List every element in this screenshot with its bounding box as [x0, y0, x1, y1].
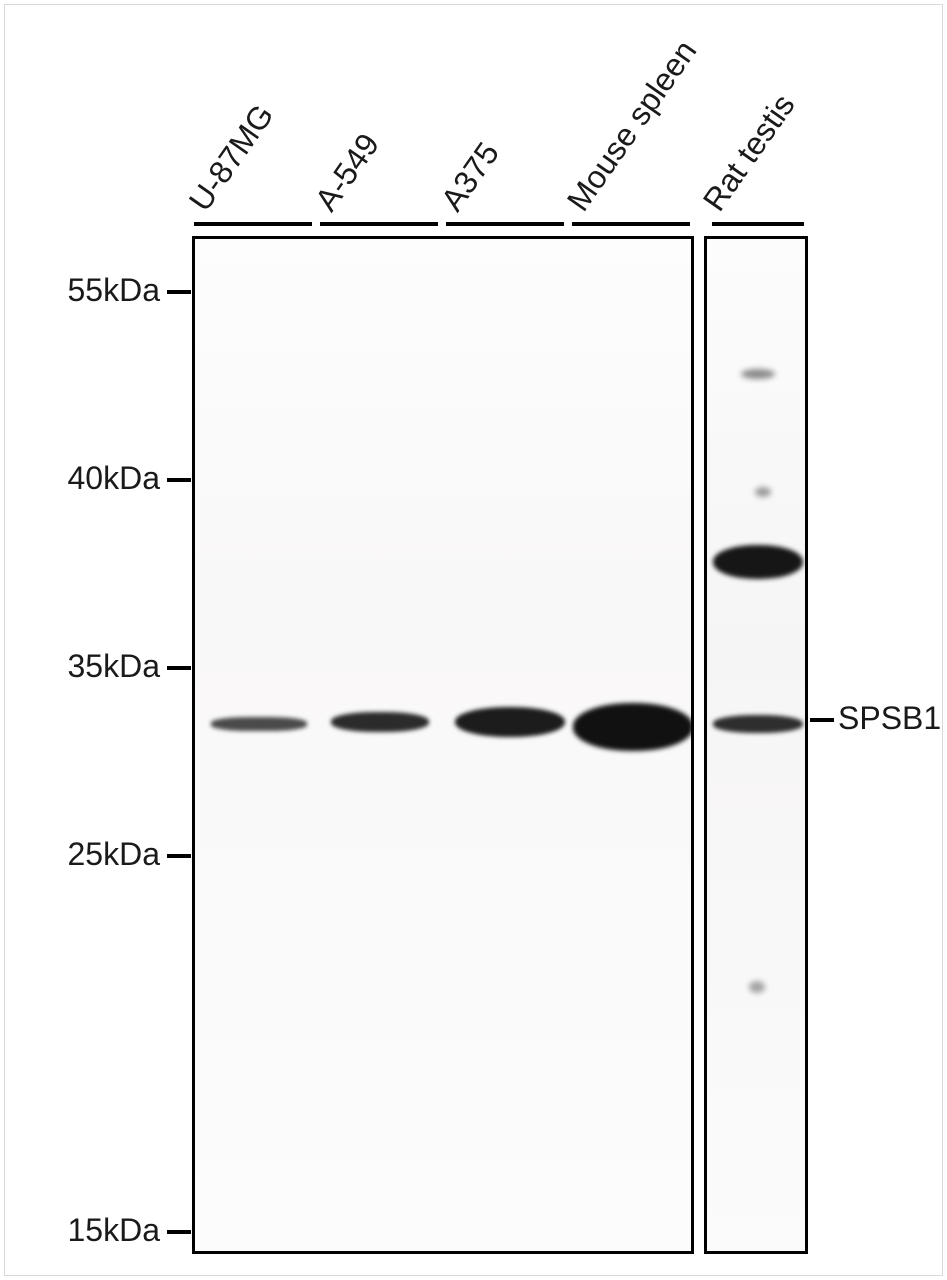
band-lane4-3 [573, 703, 693, 751]
mw-tick-35kDa [167, 666, 191, 670]
western-blot-figure: U-87MGA-549A375Mouse spleenRat testis 55… [0, 0, 947, 1280]
target-tick [810, 718, 834, 722]
band-lane3-2 [455, 707, 565, 737]
band-lane1-0 [211, 717, 307, 731]
band-lane5-7 [755, 487, 771, 497]
mw-label-25kDa: 25kDa [68, 836, 161, 873]
mw-tick-25kDa [167, 854, 191, 858]
lane-underline-lane2 [320, 222, 438, 226]
blot-panel-rat-bg [707, 239, 805, 1251]
target-label: SPSB1 [838, 700, 941, 737]
lane-underline-lane1 [194, 222, 312, 226]
band-lane5-5 [713, 715, 803, 733]
blot-panel-rat [704, 236, 808, 1254]
mw-label-35kDa: 35kDa [68, 648, 161, 685]
lane-underline-lane4 [572, 222, 690, 226]
mw-label-40kDa: 40kDa [68, 460, 161, 497]
band-lane5-8 [749, 981, 765, 993]
mw-label-55kDa: 55kDa [68, 272, 161, 309]
blot-panel-main [192, 236, 694, 1254]
lane-underline-lane5 [712, 222, 804, 226]
mw-tick-55kDa [167, 290, 191, 294]
band-lane2-1 [331, 712, 429, 732]
mw-tick-40kDa [167, 478, 191, 482]
lane-underline-lane3 [446, 222, 564, 226]
mw-label-15kDa: 15kDa [68, 1212, 161, 1249]
band-lane5-6 [741, 369, 775, 379]
mw-tick-15kDa [167, 1230, 191, 1234]
band-lane5-4 [713, 545, 803, 579]
